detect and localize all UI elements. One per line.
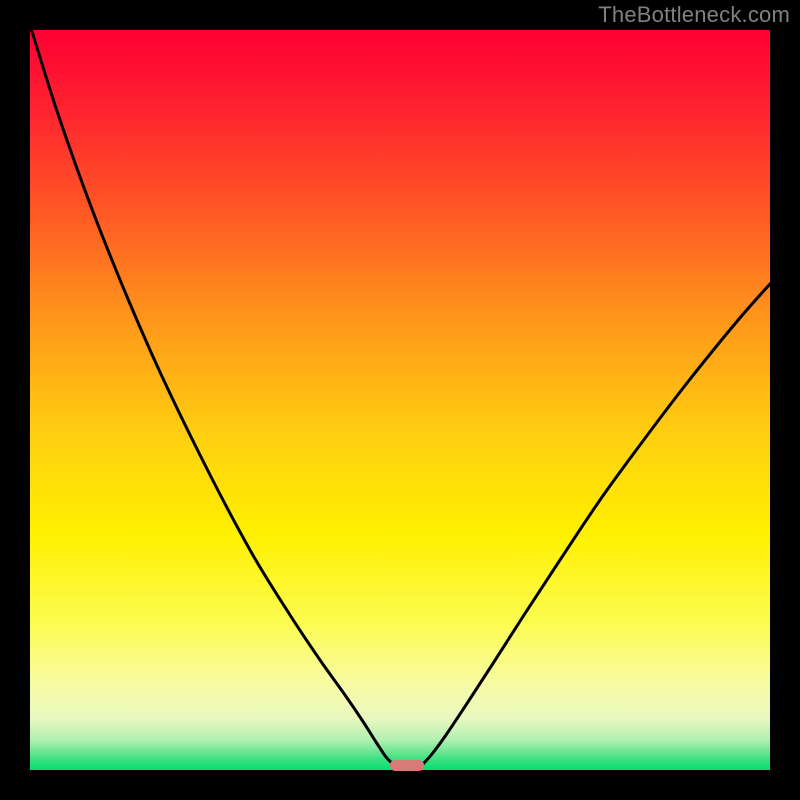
vertex-marker [390,760,424,771]
chart-svg [0,0,800,800]
watermark-text: TheBottleneck.com [598,2,790,28]
plot-background [30,30,770,770]
chart-container: TheBottleneck.com [0,0,800,800]
